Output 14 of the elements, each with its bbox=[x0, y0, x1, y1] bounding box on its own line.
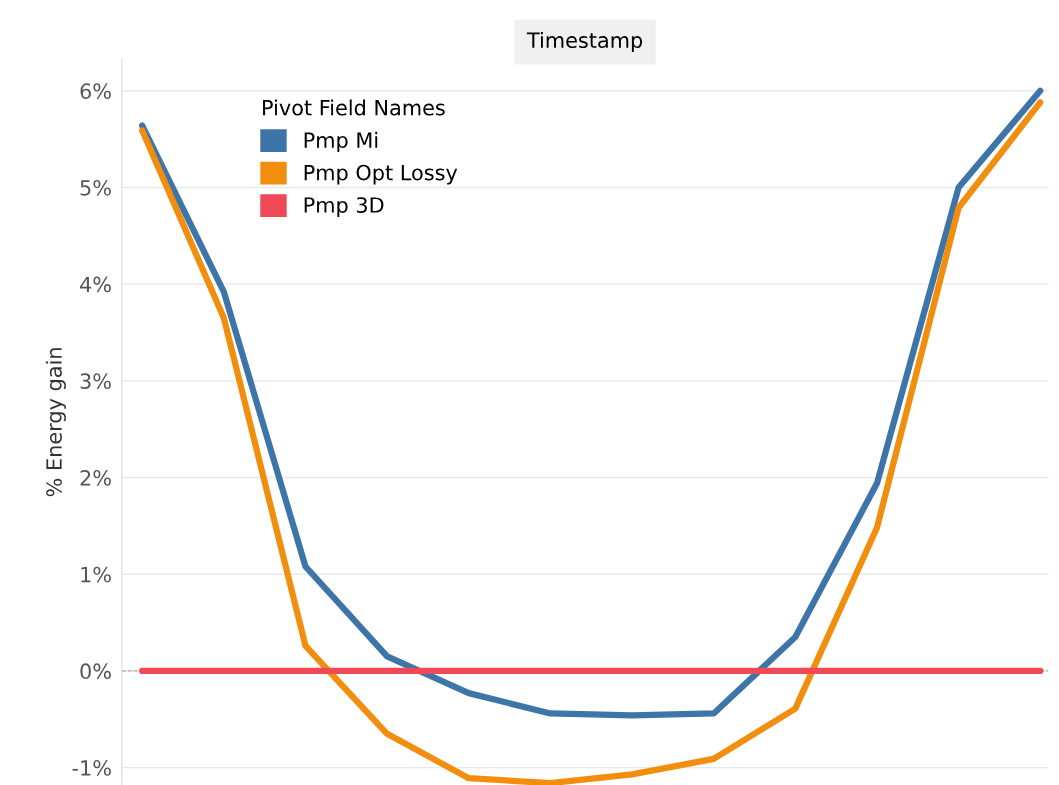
y-axis-title: % Energy gain bbox=[45, 348, 66, 497]
legend-title: Pivot Field Names bbox=[263, 99, 445, 116]
y-tick-label: 1% bbox=[81, 566, 111, 583]
y-tick-label: 4% bbox=[80, 276, 111, 293]
y-tick-label: 0% bbox=[80, 663, 111, 680]
y-tick-label: 3% bbox=[80, 373, 111, 390]
legend-label: Pmp Opt Lossy bbox=[304, 164, 458, 185]
y-tick-label: 6% bbox=[80, 83, 111, 99]
y-tick-label: -1% bbox=[72, 760, 111, 776]
x-axis-title: Timestamp bbox=[526, 31, 643, 53]
y-tick-label: 5% bbox=[80, 179, 111, 196]
legend-label: Pmp Mi bbox=[304, 131, 378, 153]
y-tick-label: 2% bbox=[80, 469, 111, 486]
legend-label: Pmp 3D bbox=[304, 197, 384, 217]
